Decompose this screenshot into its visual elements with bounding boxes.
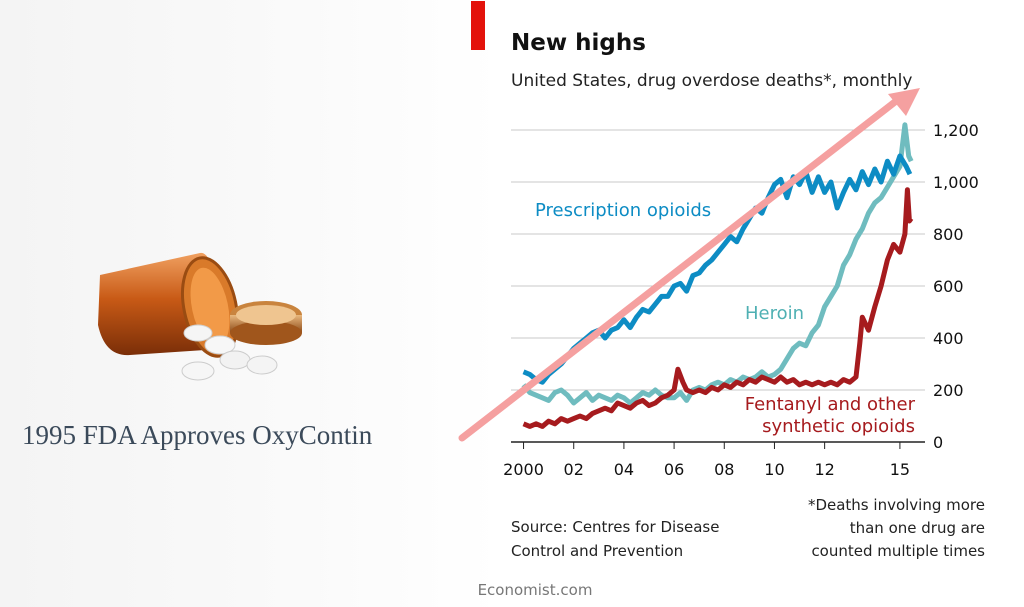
pill-bottle-icon: [98, 252, 302, 381]
y-tick-label: 800: [933, 225, 964, 244]
x-tick-label: 02: [564, 460, 584, 479]
y-tick-label: 200: [933, 381, 964, 400]
footnote-line-2: than one drug are: [850, 519, 985, 537]
y-tick-label: 1,200: [933, 121, 979, 140]
x-tick-label: 2000: [503, 460, 544, 479]
series-label-2: synthetic opioids: [762, 416, 915, 437]
y-axis-ticks: 0 200 400 600 800 1,000 1,200: [933, 121, 979, 452]
trend-arrow-head: [888, 88, 920, 116]
source-line-2: Control and Prevention: [511, 542, 683, 560]
x-axis-ticks: 2000 02 04 06 08 10 12 15: [503, 442, 910, 479]
footnote-line-1: *Deaths involving more: [808, 496, 985, 514]
label-backdrop: [739, 414, 917, 436]
x-tick-label: 04: [614, 460, 634, 479]
series-label-0: Prescription opioids: [535, 200, 711, 221]
trend-arrow: [458, 88, 920, 442]
series-labels: Prescription opioids Heroin Fentanyl and o…: [535, 200, 917, 437]
series-lines: [521, 122, 914, 429]
source-line-1: Source: Centres for Disease: [511, 518, 719, 536]
x-tick-label: 15: [890, 460, 910, 479]
x-tick-label: 08: [714, 460, 734, 479]
series-line-1: [521, 122, 914, 406]
series-label-2: Fentanyl and other: [745, 394, 916, 415]
left-caption: 1995 FDA Approves OxyContin: [22, 420, 373, 450]
economist-credit: Economist.com: [478, 581, 593, 599]
y-tick-label: 600: [933, 277, 964, 296]
y-tick-label: 400: [933, 329, 964, 348]
series-line-2: [522, 187, 914, 429]
x-tick-label: 06: [664, 460, 684, 479]
chart-subtitle: United States, drug overdose deaths*, mo…: [511, 71, 912, 91]
footnote-line-3: counted multiple times: [811, 542, 985, 560]
title-accent-bar: [471, 1, 485, 50]
x-tick-label: 12: [814, 460, 834, 479]
label-backdrop: [739, 392, 917, 414]
series-label-1: Heroin: [745, 303, 804, 324]
x-tick-label: 10: [764, 460, 784, 479]
chart-title: New highs: [511, 30, 646, 56]
y-tick-label: 1,000: [933, 173, 979, 192]
y-tick-label: 0: [933, 433, 943, 452]
trend-arrow-shaft: [458, 94, 904, 442]
